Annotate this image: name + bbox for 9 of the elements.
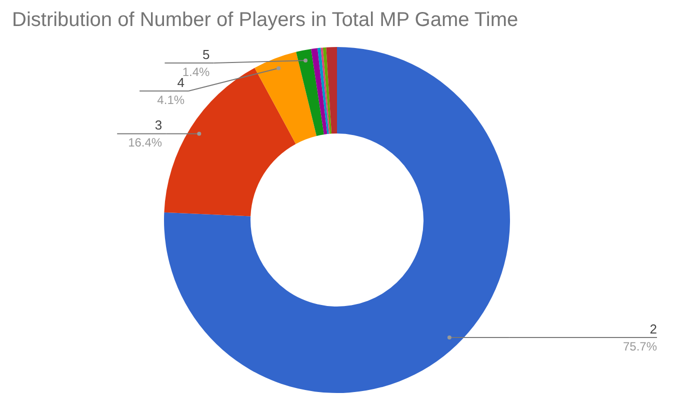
data-label: 75.7%: [622, 339, 658, 354]
chart-title: Distribution of Number of Players in Total MP Game Time: [12, 9, 518, 31]
data-label: 4.1%: [157, 93, 185, 107]
data-label: 16.4%: [128, 136, 162, 150]
slice-label: 2: [650, 321, 657, 336]
slice-label: 4: [177, 75, 185, 90]
slice-label: 5: [202, 47, 210, 62]
data-label: 1.4%: [182, 65, 210, 79]
slice-label: 3: [154, 118, 162, 133]
